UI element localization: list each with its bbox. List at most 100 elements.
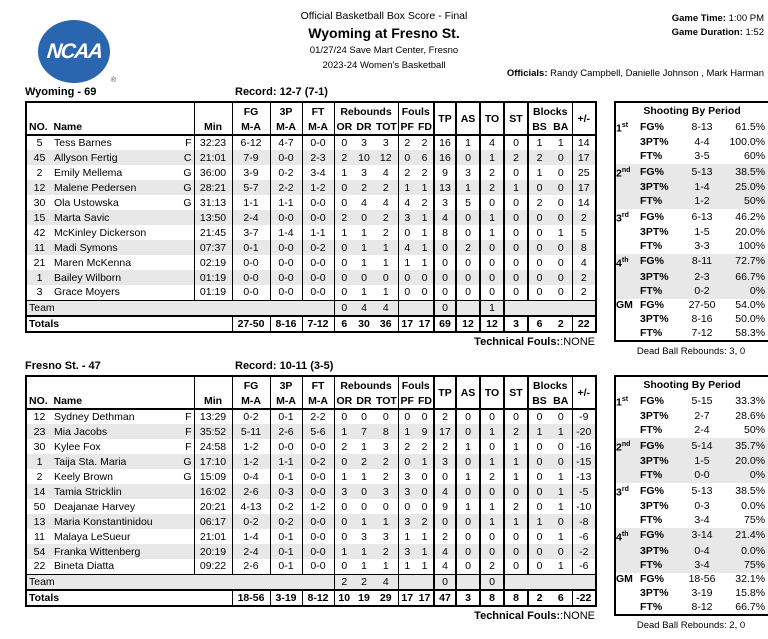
cell-pf: 0 [397, 270, 417, 285]
stat-label: 3PT% [640, 180, 669, 193]
cell-dr: 0 [361, 500, 367, 513]
cell-3p: 2-2 [269, 180, 303, 195]
stat-label: 3PT% [640, 499, 669, 512]
cell-bs: 0 [527, 454, 551, 469]
cell-plus-minus: -6 [571, 559, 597, 574]
subheader-dr: DR [354, 120, 375, 136]
col-header-min: Min [193, 102, 233, 136]
player-name: Keely Brown [54, 470, 113, 483]
cell-3p: 0-1 [269, 544, 303, 559]
cell-fd: 17 [416, 588, 435, 606]
cell-name: Tess Barnes F [52, 135, 194, 150]
cell-no: 14 [33, 485, 46, 498]
cell-as: 0 [455, 559, 481, 574]
cell-fg: 5-7 [231, 180, 271, 195]
cell-fg: 2-4 [231, 544, 271, 559]
cell-to: 0 [479, 240, 505, 255]
col-header-tp: TP [433, 102, 457, 136]
cell-to: 2 [479, 165, 505, 180]
cell-ft: 0-2 [301, 240, 335, 255]
cell-or: 0 [333, 514, 355, 529]
cell-dr: 1 [361, 470, 367, 483]
cell-name: Franka Wittenberg [52, 544, 194, 559]
cell-bs: 0 [527, 270, 551, 285]
cell-fg: 7-9 [231, 150, 271, 165]
cell-tot: 3 [382, 440, 389, 453]
game-duration-line: Game Duration: 1:52 [672, 26, 764, 40]
cell-plus-minus: 4 [571, 255, 597, 270]
cell-3p: 0-0 [269, 210, 303, 225]
cell-as: 3 [455, 165, 481, 180]
stat-made-attempted: 7-12 [691, 326, 713, 339]
cell-fd: 1 [421, 530, 428, 543]
period-label [615, 469, 640, 483]
period-ordinal-suffix: st [621, 122, 629, 129]
player-row: 12 Malene Pedersen G 28:21 5-7 2-2 1-2 0 2 2 1 1 13 1… [26, 180, 597, 195]
cell-st: 0 [503, 210, 529, 225]
cell-pf: 0 [397, 454, 417, 469]
stat-made-attempted: 0-2 [694, 284, 710, 297]
cell-dr: 0 [361, 271, 367, 284]
section-body: NO. Name Min FG 3P FT Rebounds Fouls TP AS TO ST Bl… [20, 101, 768, 357]
cell-bs: 0 [527, 180, 551, 195]
cell-ba: 0 [557, 166, 564, 179]
cell-as: 0 [455, 409, 481, 424]
subheader-ba: BA [550, 394, 573, 410]
stat-made-attempted: 6-13 [691, 210, 713, 223]
cell-min: 06:17 [193, 514, 233, 529]
cell-fd: 1 [421, 455, 428, 468]
player-name: Marta Savic [54, 211, 110, 224]
shooting-row: 3rd FG% 6-13 46.2% [615, 209, 768, 226]
cell-bs: 0 [527, 240, 551, 255]
cell-fg: 3-7 [231, 225, 271, 240]
cell-3p: 0-0 [269, 285, 303, 300]
stat-percentage: 50.0% [735, 313, 766, 326]
subheader-or: OR [333, 120, 355, 136]
cell-name: Maren McKenna [52, 255, 194, 270]
team-row: Team 0 4 4 0 1 [26, 299, 597, 316]
cell-tp: 69 [433, 314, 457, 332]
stat-percentage: 38.5% [735, 484, 766, 497]
stat-percentage: 75% [744, 514, 766, 527]
cell-name: Taija Sta. Maria G [52, 454, 194, 469]
cell-min: 01:19 [193, 285, 233, 300]
cell-pf: 3 [397, 544, 417, 559]
col-header-min: Min [193, 376, 233, 410]
stat-made-attempted: 0-4 [694, 544, 710, 557]
shooting-row: 3PT% 2-3 66.7% [615, 270, 768, 285]
subheader-fg-ma: M-A [231, 394, 271, 410]
col-header-rebounds: Rebounds [333, 376, 399, 394]
stat-made-attempted: 27-50 [688, 299, 716, 312]
period-label [615, 270, 640, 284]
cell-ba: 0 [557, 256, 564, 269]
cell-pf: 1 [397, 529, 417, 544]
period-ordinal-suffix: rd [621, 211, 629, 219]
cell-st: 1 [503, 514, 529, 529]
cell-bs: 0 [527, 559, 551, 574]
period-label [615, 136, 640, 150]
stat-label: FG% [640, 484, 664, 497]
cell-no: 11 [34, 241, 45, 254]
player-name: Mia Jacobs [54, 425, 108, 438]
shooting-title-row: Shooting By Period [615, 376, 768, 393]
shooting-row: FT% 2-4 50% [615, 424, 768, 438]
cell-or: 0 [333, 195, 355, 210]
period-ordinal-suffix: nd [621, 440, 631, 448]
totals-label: Totals [26, 588, 233, 606]
cell-as: 0 [455, 210, 481, 225]
stat-made-attempted: 8-16 [691, 313, 713, 326]
player-name: Kylee Fox [54, 440, 101, 453]
totals-row: Totals 27-50 8-16 7-12 6 30 36 17 17 69 12 12 3 6 2 22 [26, 314, 597, 332]
cell-fouls-empty [397, 573, 435, 590]
stat-label: FG% [640, 573, 664, 586]
cell-tot: 36 [374, 314, 399, 332]
cell-tp: 3 [433, 195, 457, 210]
stat-made-attempted: 1-2 [694, 195, 710, 208]
cell-fd: 9 [421, 425, 428, 438]
player-name: Franka Wittenberg [54, 545, 141, 558]
cell-plus-minus: 14 [571, 135, 597, 150]
cell-to: 1 [479, 150, 505, 165]
stat-label: FT% [640, 240, 663, 253]
cell-plus-minus: -8 [571, 514, 597, 529]
